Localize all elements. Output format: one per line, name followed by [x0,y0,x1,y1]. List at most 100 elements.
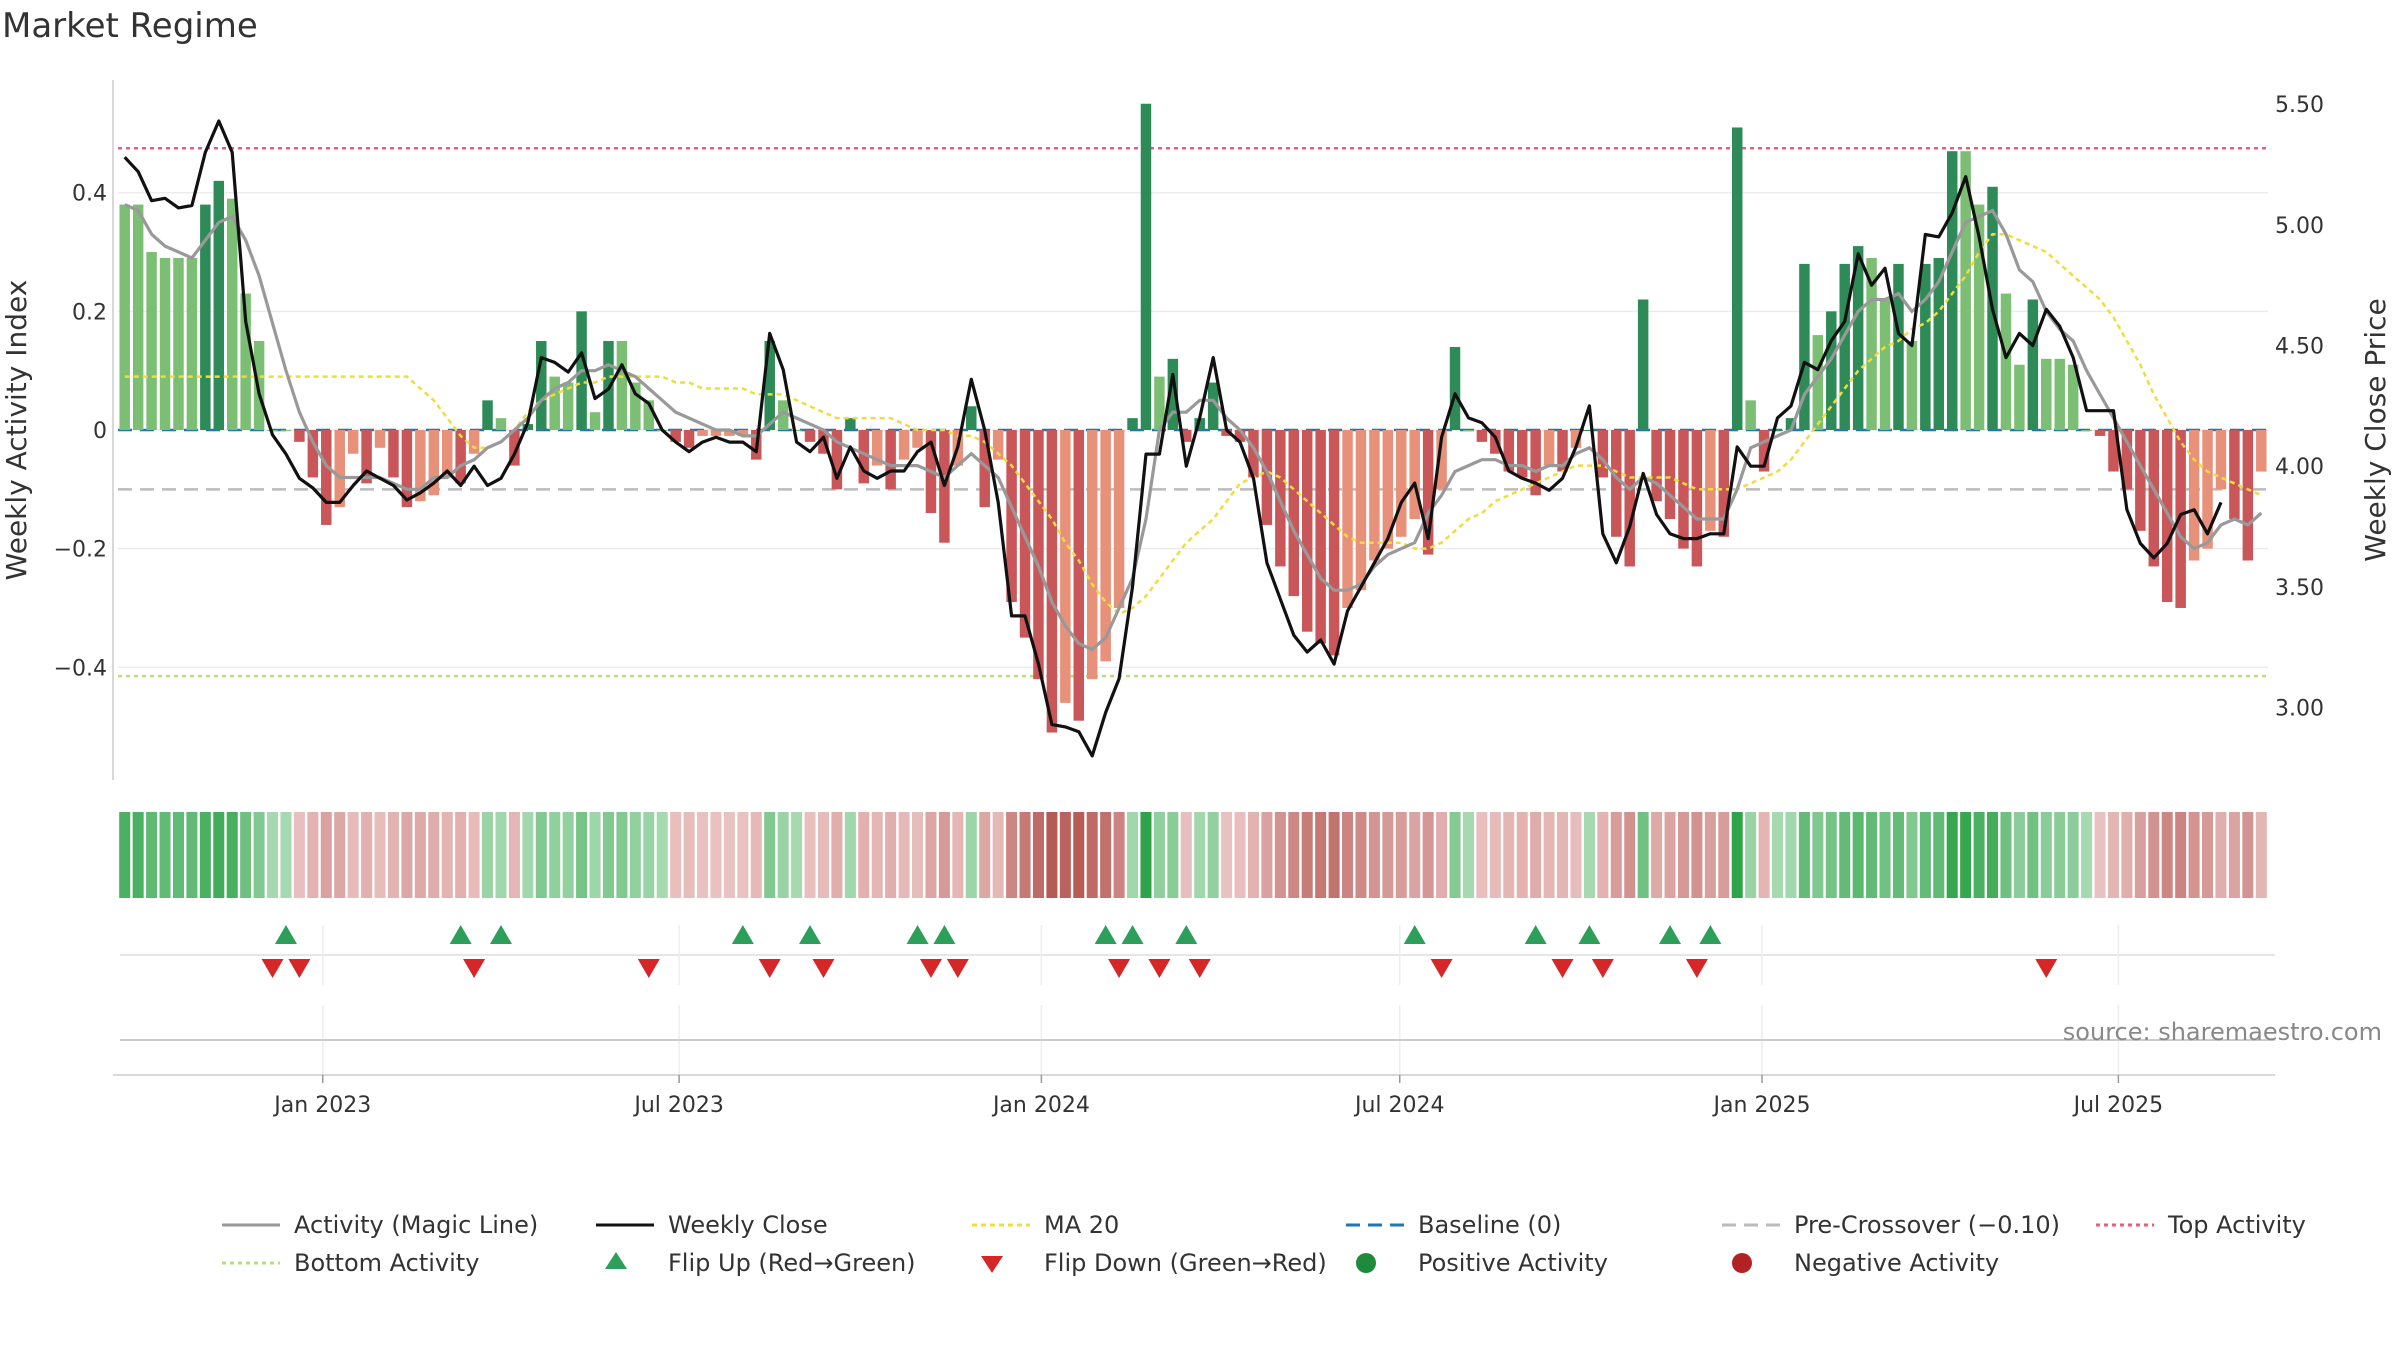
heat-cell [1462,812,1474,898]
activity-bar [1584,430,1595,431]
heat-cell [1395,812,1407,898]
heat-cell [1543,812,1555,898]
y-tick-label-right: 3.50 [2275,576,2324,601]
activity-bar [1315,430,1326,644]
flip-up-marker [1175,925,1198,944]
x-tick-label: Jul 2023 [632,1093,724,1118]
heat-cell [2000,812,2012,898]
heat-cell [576,812,588,898]
heat-cell [1758,812,1770,898]
activity-bar [1624,430,1635,567]
activity-bar [1234,430,1246,442]
heat-cell [172,812,184,898]
heat-cell [1772,812,1784,898]
heat-cell [535,812,547,898]
flip-down-marker [2035,959,2058,978]
heat-cell [1301,812,1313,898]
activity-bar [388,430,399,478]
activity-bar [1718,430,1730,537]
heat-cell [1059,812,1071,898]
heat-cell [629,812,641,898]
heat-cell [670,812,682,898]
activity-bar [1463,430,1474,431]
heat-cell [1167,812,1179,898]
activity-bar [321,430,332,525]
legend-label: Flip Up (Red→Green) [668,1249,916,1277]
legend-label: Activity (Magic Line) [294,1211,538,1239]
flip-down-marker [463,959,486,978]
heat-cell [992,812,1004,898]
activity-bar [441,430,453,478]
activity-bar [1288,430,1300,597]
flip-markers [120,925,2275,985]
heat-cell [1745,812,1757,898]
heat-cell [2121,812,2133,898]
legend-label: Positive Activity [1418,1249,1608,1277]
activity-bar [1611,430,1622,537]
activity-bar [1785,418,1797,430]
activity-bar [1369,430,1380,561]
flip-up-marker [1094,925,1117,944]
legend-label: Bottom Activity [294,1249,479,1277]
heat-cell [482,812,494,898]
heat-cell [1422,812,1434,898]
heat-cell [320,812,332,898]
activity-bar [777,400,789,430]
heat-cell [1583,812,1595,898]
legend-marker-negative [1732,1253,1752,1273]
activity-bar [1221,430,1232,436]
activity-bar [1409,430,1420,519]
heat-cell [1973,812,1985,898]
heat-cell [1557,812,1569,898]
y-tick-label-right: 3.00 [2275,697,2324,722]
activity-bar [549,376,560,430]
heat-cell [2081,812,2093,898]
activity-bar [1301,430,1313,632]
activity-bar [2067,364,2079,430]
heat-cell [2215,812,2227,898]
y-tick-label-left: −0.2 [54,538,107,563]
activity-bar [979,430,990,508]
heat-cell [495,812,507,898]
x-tick-label: Jul 2025 [2072,1093,2164,1118]
activity-bar [1920,263,1931,430]
legend-label: Flip Down (Green→Red) [1044,1249,1327,1277]
activity-bar [871,430,883,466]
heat-cell [1704,812,1716,898]
y-tick-label-left: 0 [93,419,107,444]
activity-bar [603,341,614,430]
heat-cell [1449,812,1461,898]
heat-cell [1785,812,1797,898]
activity-bar [1745,400,1756,430]
flip-down-marker [919,959,942,978]
activity-bar [2188,430,2200,561]
activity-bar [2094,430,2106,436]
activity-bar [1382,430,1394,549]
heat-cell [1180,812,1192,898]
activity-bar [2215,430,2227,490]
tick-labels: 0.4 0.2 0 −0.2 −0.4 5.50 5.00 4.50 4.00 3.50 3.00 [54,93,2324,721]
heat-cell [2027,812,2039,898]
heat-cell [1368,812,1380,898]
heat-cell [656,812,668,898]
heat-cell [817,812,829,898]
activity-bar [858,430,870,484]
heat-cell [2148,812,2160,898]
activity-bar [992,430,1004,460]
activity-bar [1328,430,1340,656]
heat-cell [1140,812,1152,898]
activity-bar [132,204,144,430]
x-tick-label: Jul 2024 [1353,1093,1445,1118]
legend-label: Baseline (0) [1418,1211,1561,1239]
activity-bar [885,430,896,490]
activity-bar [2175,430,2186,608]
activity-bar [589,412,601,430]
heat-cell [1436,812,1448,898]
legend-marker-flip-up [605,1252,627,1269]
heat-cell [307,812,319,898]
magic-line [124,203,2263,652]
heat-cell [2255,812,2267,898]
flip-up-marker [1121,925,1144,944]
heat-cell [441,812,453,898]
activity-bar [1933,257,1945,430]
